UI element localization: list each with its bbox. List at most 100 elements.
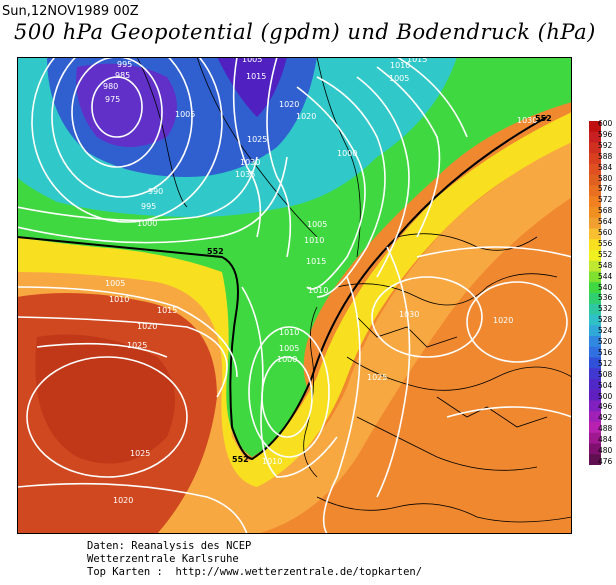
- scale-swatch: [589, 121, 601, 133]
- scale-tick-label: 512: [598, 358, 613, 368]
- scale-swatch: [589, 411, 601, 423]
- isobar-label: 1025: [130, 449, 150, 458]
- isobar-label: 1020: [137, 322, 157, 331]
- isobar-label: 1025: [127, 341, 147, 350]
- scale-tick-label: 584: [598, 162, 613, 172]
- isobar-label: 1015: [306, 257, 326, 266]
- contour-552-label: 552: [207, 247, 224, 256]
- scale-swatch: [589, 153, 601, 165]
- isobar-label: 1005: [279, 344, 299, 353]
- isobar-label: 995: [117, 60, 132, 69]
- isobar-label: 985: [115, 71, 130, 80]
- scale-tick-label: 484: [598, 435, 613, 445]
- scale-swatch: [589, 196, 601, 208]
- scale-swatch: [589, 271, 601, 283]
- isobar-label: 1000: [137, 219, 157, 228]
- map-title: 500 hPa Geopotential (gpdm) und Bodendru…: [14, 20, 596, 44]
- scale-swatch: [589, 228, 601, 240]
- scale-swatch: [589, 325, 601, 337]
- isobar-label: 1000: [277, 355, 297, 364]
- high-core-southwest: [35, 334, 175, 464]
- orange-band: [17, 137, 572, 534]
- scale-swatch: [589, 400, 601, 412]
- scale-tick-label: 596: [598, 129, 613, 139]
- isobar-label: 1025: [367, 373, 387, 382]
- scale-swatch: [589, 368, 601, 380]
- contour-552-label: 552: [232, 455, 249, 464]
- isobar-label: 1020: [279, 100, 299, 109]
- scale-tick-label: 544: [598, 271, 613, 281]
- scale-tick-label: 592: [598, 140, 613, 150]
- scale-tick-label: 476: [598, 457, 613, 466]
- isobar-label: 1010: [109, 295, 129, 304]
- scale-tick-label: 516: [598, 347, 613, 357]
- isobar-label: 1005: [389, 74, 409, 83]
- scale-swatch: [589, 131, 601, 143]
- date-label: Sun,12NOV1989 00Z: [2, 4, 139, 19]
- scale-swatch: [589, 185, 601, 197]
- scale-swatch: [589, 250, 601, 262]
- isobar-label: 990: [148, 187, 163, 196]
- scale-swatch: [589, 454, 601, 465]
- scale-tick-label: 588: [598, 151, 613, 161]
- footer-line-link: Top Karten : http://www.wetterzentrale.d…: [87, 566, 423, 578]
- color-scale-bar: [589, 121, 601, 465]
- isobar-label: 1030: [517, 116, 537, 125]
- scale-tick-label: 480: [598, 446, 613, 456]
- weather-map: 995 985 980 975 1005 990 995 1000 1005 1…: [17, 57, 572, 534]
- scale-tick-label: 532: [598, 304, 613, 314]
- scale-swatch: [589, 422, 601, 434]
- scale-tick-label: 504: [598, 380, 613, 390]
- isobar-label: 1005: [242, 57, 262, 64]
- scale-tick-label: 488: [598, 424, 613, 434]
- scale-tick-label: 496: [598, 402, 613, 412]
- scale-swatch: [589, 389, 601, 401]
- scale-tick-label: 500: [598, 391, 613, 401]
- isobar-label: 975: [105, 95, 120, 104]
- isobar-label: 1010: [262, 457, 282, 466]
- isobar-label: 1000: [337, 149, 357, 158]
- scale-swatch: [589, 303, 601, 315]
- isobar-label: 1030: [240, 158, 260, 167]
- isobars: [17, 57, 572, 534]
- scale-tick-label: 564: [598, 217, 613, 227]
- footer-credits: Daten: Reanalysis des NCEP Wetterzentral…: [87, 540, 422, 579]
- scale-swatch: [589, 346, 601, 358]
- scale-tick-label: 552: [598, 249, 613, 259]
- isobar-label: 1020: [296, 112, 316, 121]
- scale-tick-label: 528: [598, 315, 613, 325]
- scale-swatch: [589, 379, 601, 391]
- scale-tick-label: 508: [598, 369, 613, 379]
- isobar-label: 995: [141, 202, 156, 211]
- scale-tick-label: 548: [598, 260, 613, 270]
- isobar-label: 1030: [399, 310, 419, 319]
- scale-tick-label: 536: [598, 293, 613, 303]
- scale-swatch: [589, 174, 601, 186]
- isobar-label: 1015: [246, 72, 266, 81]
- isobar-label: 1020: [113, 496, 133, 505]
- scale-tick-label: 520: [598, 337, 613, 347]
- scale-tick-label: 492: [598, 413, 613, 423]
- contour-552-label: 552: [535, 114, 552, 123]
- scale-swatch: [589, 207, 601, 219]
- isobar-label: 1010: [279, 328, 299, 337]
- isobar-label: 1035: [235, 170, 255, 179]
- scale-swatch: [589, 239, 601, 251]
- scale-swatch: [589, 293, 601, 305]
- isobar-label: 1015: [157, 306, 177, 315]
- scale-tick-label: 580: [598, 173, 613, 183]
- yellow-band: [17, 112, 572, 487]
- isobar-label: 1025: [247, 135, 267, 144]
- scale-swatch: [589, 164, 601, 176]
- isobar-label: 1020: [493, 316, 513, 325]
- scale-tick-label: 572: [598, 195, 613, 205]
- scale-tick-label: 524: [598, 326, 613, 336]
- scale-swatch: [589, 314, 601, 326]
- footer-line-org: Wetterzentrale Karlsruhe: [87, 553, 239, 565]
- scale-tick-label: 576: [598, 184, 613, 194]
- scale-tick-label: 540: [598, 282, 613, 292]
- scale-tick-label: 600: [598, 119, 613, 128]
- scale-swatch: [589, 282, 601, 294]
- scale-swatch: [589, 336, 601, 348]
- isobar-label: 1010: [308, 286, 328, 295]
